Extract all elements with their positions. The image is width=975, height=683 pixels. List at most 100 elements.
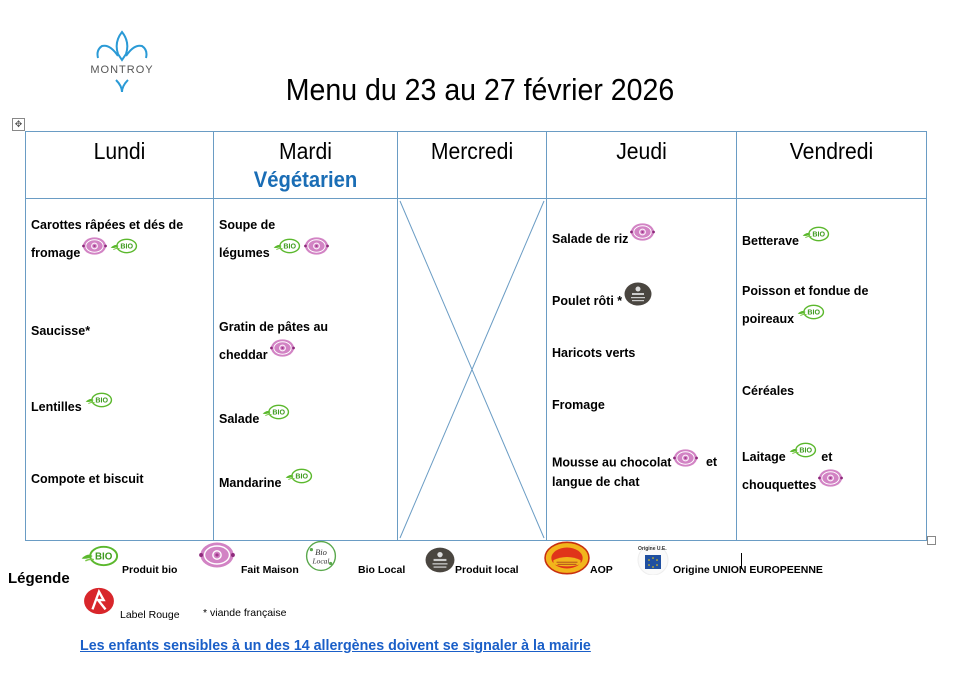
fait-maison-icon [673, 448, 698, 468]
menu-item: Mandarine [219, 469, 314, 497]
menu-item: Salade [219, 405, 291, 433]
bio-icon [796, 304, 826, 320]
menu-item-text: Carottes râpées et dés de [31, 218, 184, 232]
table-resize-handle[interactable] [927, 536, 936, 545]
menu-item-text: Betterave [742, 234, 799, 248]
allergen-notice-link[interactable]: Les enfants sensibles à un des 14 allerg… [80, 637, 591, 654]
bio-icon [788, 442, 818, 458]
day-name: Mercredi [430, 138, 514, 164]
menu-item: Soupe de légumes [219, 211, 329, 267]
legend-label-rouge: Label Rouge [120, 609, 180, 621]
bio-icon [801, 226, 831, 242]
menu-item-text: poireaux [742, 312, 795, 326]
day-header-mardi: Mardi Végétarien [213, 131, 398, 199]
day-cell-lundi: Carottes râpées et dés de fromage Saucis… [25, 198, 214, 541]
origine-ue-icon: Origine U.E. [636, 543, 670, 575]
closed-day-cross [399, 200, 545, 539]
menu-item-text: Laitage [742, 450, 786, 464]
menu-item: Salade de riz [552, 225, 655, 253]
menu-item: Laitage et chouquettes [742, 443, 843, 499]
move-handle-icon[interactable]: ✥ [12, 118, 25, 131]
legend-bio-local: Bio Local [358, 564, 406, 576]
menu-item: Saucisse* [31, 317, 90, 345]
legend-aop: AOP [590, 564, 613, 576]
day-name: Lundi [93, 138, 146, 164]
day-cell-mardi: Soupe de légumes Gratin de pâtes au ched… [213, 198, 398, 541]
day-name: Mardi [279, 138, 332, 164]
legend-fait-maison: Fait Maison [241, 564, 299, 576]
logo-text: MONTROY [90, 64, 154, 76]
menu-row: Carottes râpées et dés de fromage Saucis… [25, 198, 927, 569]
legend-viande-francaise: * viande française [203, 607, 287, 619]
fait-maison-icon [270, 338, 295, 358]
menu-item-text: et [821, 450, 833, 464]
fleur-de-lis-icon [96, 30, 148, 93]
menu-table: Lundi Mardi Végétarien Mercredi Jeudi Ven… [25, 131, 927, 569]
bio-icon [284, 468, 314, 484]
montroy-logo: MONTROY [84, 30, 164, 94]
day-name: Jeudi [616, 138, 667, 164]
header-row: Lundi Mardi Végétarien Mercredi Jeudi Ven… [25, 131, 927, 199]
fait-maison-icon [630, 222, 655, 242]
menu-item-text: Mousse au chocolat [552, 455, 672, 470]
menu-item-text: Gratin de pâtes au [219, 320, 329, 334]
menu-item-text: Compote et biscuit [31, 472, 144, 486]
day-header-lundi: Lundi [25, 131, 214, 199]
menu-item: Lentilles [31, 393, 114, 421]
menu-item-text: chouquettes [742, 478, 817, 492]
menu-item: Poisson et fondue de poireaux [742, 277, 868, 333]
legend-produit-local: Produit local [455, 564, 519, 576]
aop-icon [544, 541, 590, 575]
menu-item: Gratin de pâtes au cheddar [219, 313, 328, 369]
menu-item-text: Saucisse* [31, 324, 91, 338]
text-cursor [741, 553, 742, 569]
legend-produit-bio: Produit bio [122, 564, 178, 576]
day-cell-vendredi: Betterave Poisson et fondue de poireaux … [736, 198, 927, 569]
menu-item: Carottes râpées et dés de fromage [31, 211, 183, 267]
label-rouge-icon [82, 587, 116, 615]
bio-icon [109, 238, 139, 254]
menu-item-text: Poisson et fondue de [742, 284, 869, 298]
menu-item-text: fromage [31, 246, 81, 260]
menu-item-text: langue de chat [552, 475, 640, 489]
produit-local-icon [624, 282, 652, 306]
menu-item-text: Salade [219, 412, 260, 426]
menu-item-text: Céréales [742, 384, 795, 398]
menu-item-text: Salade de riz [552, 232, 629, 246]
day-name: Vendredi [789, 138, 874, 164]
menu-item-text: Haricots verts [552, 346, 636, 360]
menu-item-text: Lentilles [31, 400, 82, 414]
menu-item-text: Soupe de [219, 218, 276, 232]
menu-item: Fromage [552, 391, 605, 419]
fait-maison-icon [199, 541, 235, 569]
fait-maison-icon [82, 236, 107, 256]
menu-item: Haricots verts [552, 339, 635, 367]
origine-ue-icon-text: Origine U.E. [638, 546, 667, 552]
produit-local-icon [425, 547, 455, 573]
bio-icon [80, 545, 120, 567]
menu-item: Poulet rôti * [552, 287, 652, 315]
legend-origine-ue: Origine UNION EUROPEENNE [673, 564, 823, 576]
bio-icon [261, 404, 291, 420]
legend-label: Légende [8, 570, 70, 587]
day-header-jeudi: Jeudi [546, 131, 737, 199]
menu-item: Mousse au chocolat et langue de chat [552, 453, 717, 491]
bio-icon [272, 238, 302, 254]
menu-item-text: légumes [219, 246, 270, 260]
page-title: Menu du 23 au 27 février 2026 [285, 72, 675, 107]
day-cell-mercredi [397, 198, 547, 541]
menu-item: Betterave [742, 227, 831, 255]
menu-item-text: Mandarine [219, 476, 282, 490]
menu-item-text: et [705, 455, 718, 470]
day-header-mercredi: Mercredi [397, 131, 547, 199]
bio-icon [84, 392, 114, 408]
menu-item-text: cheddar [219, 348, 268, 362]
menu-item-text: Poulet rôti * [552, 294, 623, 308]
fait-maison-icon [818, 468, 843, 488]
fait-maison-icon [304, 236, 329, 256]
menu-item: Céréales [742, 377, 794, 405]
menu-item-text: Fromage [552, 398, 605, 412]
day-header-vendredi: Vendredi [736, 131, 927, 199]
bio-local-icon [305, 540, 337, 572]
vegetarian-label: Végétarien [253, 167, 358, 192]
